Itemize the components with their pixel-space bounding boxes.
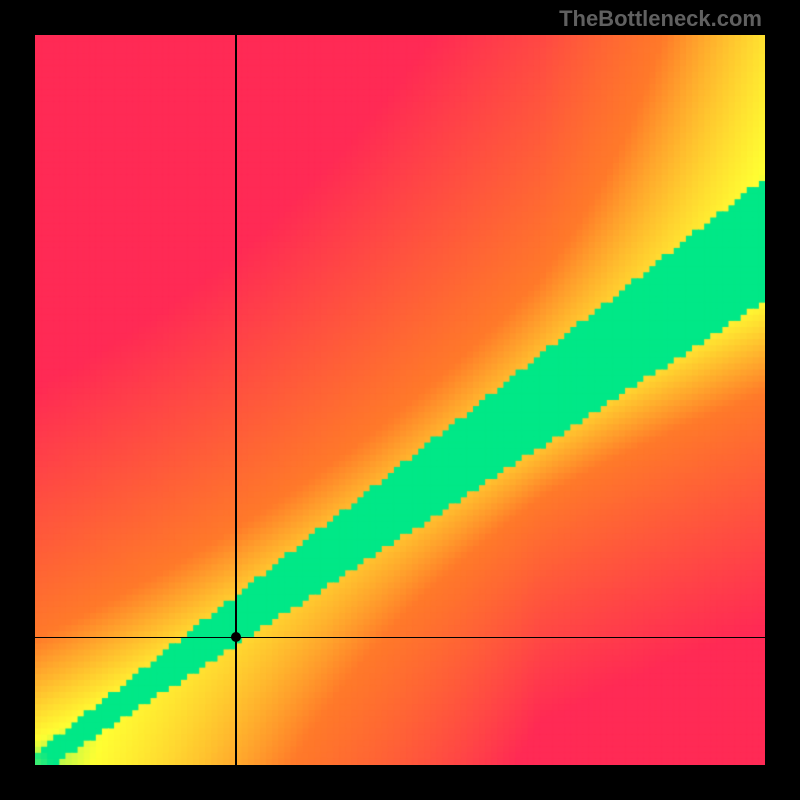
crosshair-horizontal [35,637,765,639]
crosshair-vertical [235,35,237,765]
crosshair-marker [231,632,241,642]
heatmap-canvas [35,35,765,765]
watermark-text: TheBottleneck.com [559,6,762,32]
